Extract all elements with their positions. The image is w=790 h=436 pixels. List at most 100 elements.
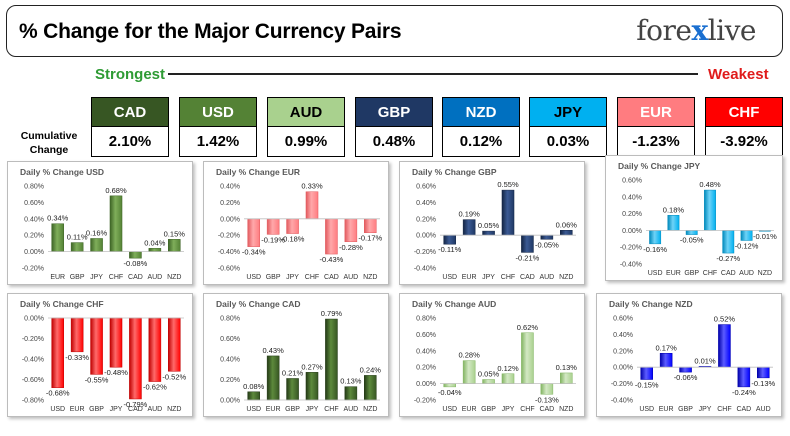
bar: [364, 375, 377, 401]
data-label: -0.01%: [753, 232, 777, 241]
data-label: -0.12%: [735, 241, 759, 250]
data-label: 0.48%: [699, 180, 721, 189]
bar: [51, 223, 64, 252]
data-label: -0.79%: [124, 400, 148, 409]
category-label: EUR: [666, 270, 681, 277]
data-label: 0.62%: [517, 323, 539, 332]
bar-chart: -0.60% -0.40% -0.20% 0.00% 0.20% 0.40% -0.34% U…: [218, 182, 383, 281]
logo-x: x: [691, 14, 708, 47]
data-label: 0.28%: [459, 351, 481, 360]
y-tick-label: 0.40%: [622, 194, 642, 201]
category-label: CAD: [324, 274, 339, 281]
y-tick-label: -0.40%: [22, 357, 44, 364]
y-tick-label: -0.20%: [414, 249, 436, 256]
data-label: -0.27%: [716, 254, 740, 263]
cumulative-value: 0.03%: [529, 127, 607, 157]
bar-chart: -0.20% 0.00% 0.20% 0.40% 0.60% 0.80% -0.04% USD…: [414, 316, 578, 414]
bar: [109, 317, 123, 368]
bar: [501, 189, 515, 236]
category-label: JPY: [306, 406, 319, 413]
bar: [266, 355, 280, 401]
y-tick-label: 0.20%: [416, 216, 436, 223]
currency-code: GBP: [355, 97, 433, 127]
y-tick-label: 0.40%: [613, 332, 633, 339]
bar: [266, 218, 280, 235]
bar: [247, 391, 260, 401]
data-label: -0.62%: [143, 383, 167, 392]
data-label: 0.08%: [243, 382, 265, 391]
data-label: 0.21%: [282, 368, 304, 377]
data-label: 0.33%: [301, 182, 323, 191]
y-tick-label: 0.00%: [613, 365, 633, 372]
data-label: 0.79%: [321, 309, 343, 318]
cumulative-value: 0.12%: [442, 127, 520, 157]
cumulative-value: -3.92%: [705, 127, 783, 157]
category-label: AUD: [343, 274, 358, 281]
y-tick-label: 0.60%: [416, 184, 436, 191]
chart-panel-cad: Daily % Change CAD 0.00% 0.20% 0.40% 0.60% 0.…: [203, 293, 389, 417]
bar: [247, 218, 260, 247]
y-tick-label: 0.60%: [220, 336, 240, 343]
category-label: CAD: [128, 274, 143, 281]
category-label: NZD: [363, 274, 377, 281]
logo-text-right: live: [707, 14, 757, 47]
category-label: AUD: [343, 406, 358, 413]
currency-rank-cad: CAD 2.10%: [91, 97, 169, 157]
category-label: CAD: [736, 406, 751, 413]
bar: [325, 318, 338, 401]
ranking-line: [168, 73, 698, 75]
cumulative-value: 1.42%: [179, 127, 257, 157]
category-label: GBP: [678, 406, 693, 413]
y-tick-label: 0.80%: [416, 316, 436, 323]
bar: [685, 230, 698, 235]
data-label: -0.13%: [535, 395, 559, 404]
data-label: -0.34%: [242, 248, 266, 257]
bar: [740, 230, 753, 241]
category-label: AUD: [147, 274, 162, 281]
category-label: CHF: [520, 406, 534, 413]
category-label: JPY: [699, 406, 712, 413]
bar: [109, 195, 123, 252]
data-label: 0.12%: [497, 364, 519, 373]
data-label: 0.13%: [556, 363, 578, 372]
weakest-label: Weakest: [708, 66, 769, 83]
chart-title: Daily % Change GBP: [412, 167, 497, 177]
bar: [521, 332, 534, 384]
bar: [364, 218, 377, 233]
bar: [540, 234, 554, 240]
cumulative-value: -1.23%: [617, 127, 695, 157]
y-tick-label: -0.60%: [218, 266, 240, 273]
category-label: GBP: [89, 406, 104, 413]
bar: [679, 366, 692, 373]
data-label: -0.11%: [438, 245, 462, 254]
data-label: -0.24%: [732, 388, 756, 397]
data-label: 0.34%: [47, 214, 69, 223]
y-tick-label: -0.80%: [22, 398, 44, 405]
data-label: 0.19%: [459, 210, 481, 219]
data-label: 0.16%: [86, 228, 108, 237]
bar: [70, 242, 84, 252]
chart-panel-eur: Daily % Change EUR -0.60% -0.40% -0.20% 0.00…: [203, 161, 389, 285]
category-label: EUR: [266, 406, 281, 413]
data-label: -0.19%: [261, 235, 285, 244]
data-label: -0.68%: [46, 389, 70, 398]
y-tick-label: 0.60%: [622, 178, 642, 185]
bar: [521, 234, 534, 253]
bar: [659, 353, 673, 368]
category-label: USD: [50, 406, 65, 413]
category-label: AUD: [147, 406, 162, 413]
category-label: GBP: [70, 274, 85, 281]
category-label: NZD: [167, 274, 181, 281]
bar-chart: -0.40% -0.20% 0.00% 0.20% 0.40% 0.60% -0.11% US…: [414, 180, 577, 281]
data-label: -0.48%: [104, 368, 128, 377]
category-label: USD: [648, 270, 663, 277]
y-tick-label: 0.40%: [416, 200, 436, 207]
category-label: GBP: [481, 406, 496, 413]
data-label: 0.04%: [144, 238, 166, 247]
bar: [286, 378, 299, 401]
data-label: 0.43%: [263, 346, 285, 355]
data-label: -0.28%: [339, 243, 363, 252]
y-tick-label: -0.20%: [22, 266, 44, 273]
data-label: 0.52%: [714, 315, 736, 324]
currency-code: JPY: [529, 97, 607, 127]
